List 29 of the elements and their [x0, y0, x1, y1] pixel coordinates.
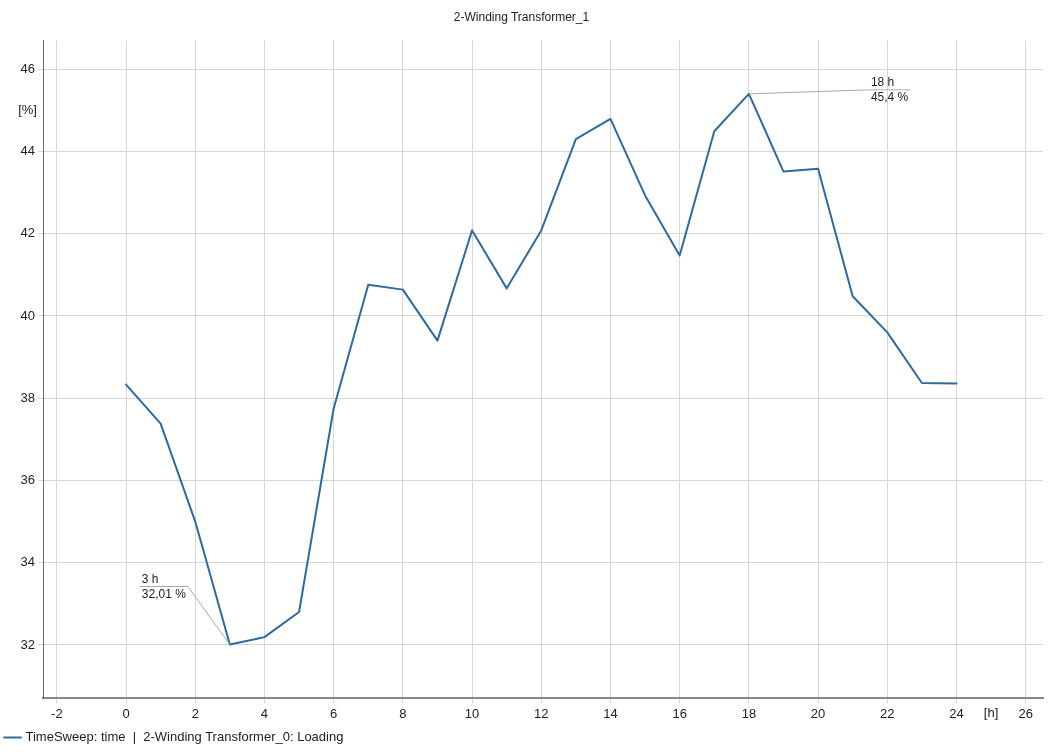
y-tick-label: 34	[20, 554, 35, 570]
x-tick-label: 26	[1018, 705, 1033, 721]
y-tick-label: 38	[20, 389, 35, 405]
y-tick-label: 46	[20, 60, 35, 76]
x-tick-label: -2	[51, 705, 63, 721]
y-tick-label: 44	[20, 143, 35, 159]
legend-label: TimeSweep: time | 2-Winding Transformer_0: Loading	[25, 729, 344, 745]
x-tick-label: 6	[330, 705, 338, 721]
y-tick-label: 42	[20, 225, 35, 241]
x-tick-label: 24	[949, 705, 964, 721]
y-tick-label: 36	[20, 472, 35, 488]
x-tick-label: 0	[122, 705, 130, 721]
x-axis-title: [h]	[983, 705, 999, 721]
x-tick-label: 20	[810, 705, 826, 721]
y-tick-label: 40	[20, 307, 35, 323]
x-tick-label: 12	[534, 705, 549, 721]
x-tick-label: 10	[464, 705, 480, 721]
x-tick-label: 22	[880, 705, 895, 721]
x-tick-label: 18	[741, 705, 757, 721]
x-tick-label: 8	[399, 705, 407, 721]
x-tick-label: 14	[603, 705, 618, 721]
x-tick-label: 2	[191, 705, 199, 721]
x-tick-label: 4	[260, 705, 269, 721]
chart-title: 2-Winding Transformer_1	[453, 9, 590, 24]
y-tick-label: 32	[20, 636, 35, 652]
y-axis-title: [%]	[18, 101, 37, 117]
annotation: 18 h 45,4 %	[870, 75, 909, 105]
annotation: 3 h 32,01 %	[141, 571, 187, 601]
x-tick-label: 16	[672, 705, 687, 721]
